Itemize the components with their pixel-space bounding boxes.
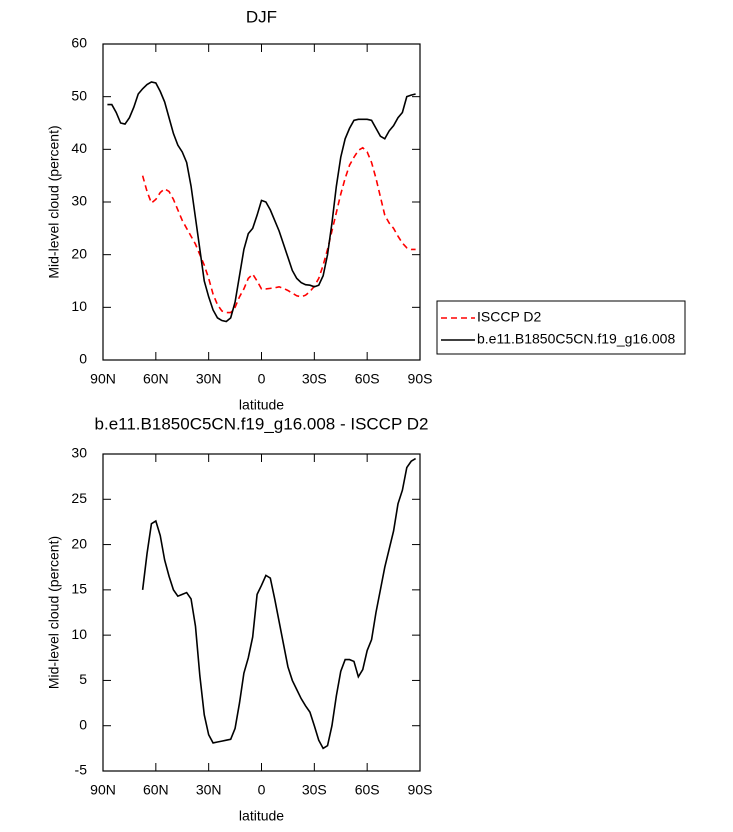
legend-label: b.e11.B1850C5CN.f19_g16.008: [477, 331, 675, 347]
x-tick-label: 90N: [90, 371, 116, 387]
x-tick-label: 30N: [196, 782, 222, 798]
y-tick-label: 0: [79, 351, 87, 367]
y-axis-label: Mid-level cloud (percent): [46, 125, 62, 278]
legend-box: [436, 300, 686, 355]
x-tick-label: 60N: [143, 782, 169, 798]
x-tick-label: 60S: [355, 371, 380, 387]
chart-title: DJF: [246, 7, 277, 26]
data-line: [141, 146, 416, 314]
y-tick-label: 10: [71, 298, 87, 314]
y-tick-label: 0: [79, 716, 87, 732]
legend-label: ISCCP D2: [477, 309, 542, 325]
x-tick-label: 0: [258, 782, 266, 798]
y-tick-label: 25: [71, 490, 87, 506]
y-tick-label: 10: [71, 626, 87, 642]
y-tick-label: 50: [71, 87, 87, 103]
y-tick-label: 20: [71, 535, 87, 551]
y-tick-label: 30: [71, 445, 87, 461]
chart-title: b.e11.B1850C5CN.f19_g16.008 - ISCCP D2: [95, 414, 429, 433]
x-tick-label: 30N: [196, 371, 222, 387]
x-tick-label: 60N: [143, 371, 169, 387]
y-tick-label: 20: [71, 245, 87, 261]
plot-frame: [102, 43, 421, 361]
y-tick-label: 30: [71, 193, 87, 209]
data-line: [141, 457, 417, 750]
x-tick-label: 30S: [302, 782, 327, 798]
x-tick-label: 90S: [408, 371, 433, 387]
y-tick-label: 60: [71, 35, 87, 51]
x-axis-label: latitude: [239, 808, 284, 824]
data-line: [107, 81, 416, 323]
y-tick-label: 5: [79, 671, 87, 687]
x-tick-label: 60S: [355, 782, 380, 798]
x-tick-label: 90S: [408, 782, 433, 798]
y-tick-label: 40: [71, 140, 87, 156]
x-tick-label: 30S: [302, 371, 327, 387]
x-axis-label: latitude: [239, 397, 284, 413]
y-tick-label: -5: [75, 762, 88, 778]
y-axis-label: Mid-level cloud (percent): [46, 536, 62, 689]
plot-frame: [102, 453, 421, 772]
x-tick-label: 90N: [90, 782, 116, 798]
x-tick-label: 0: [258, 371, 266, 387]
y-tick-label: 15: [71, 581, 87, 597]
